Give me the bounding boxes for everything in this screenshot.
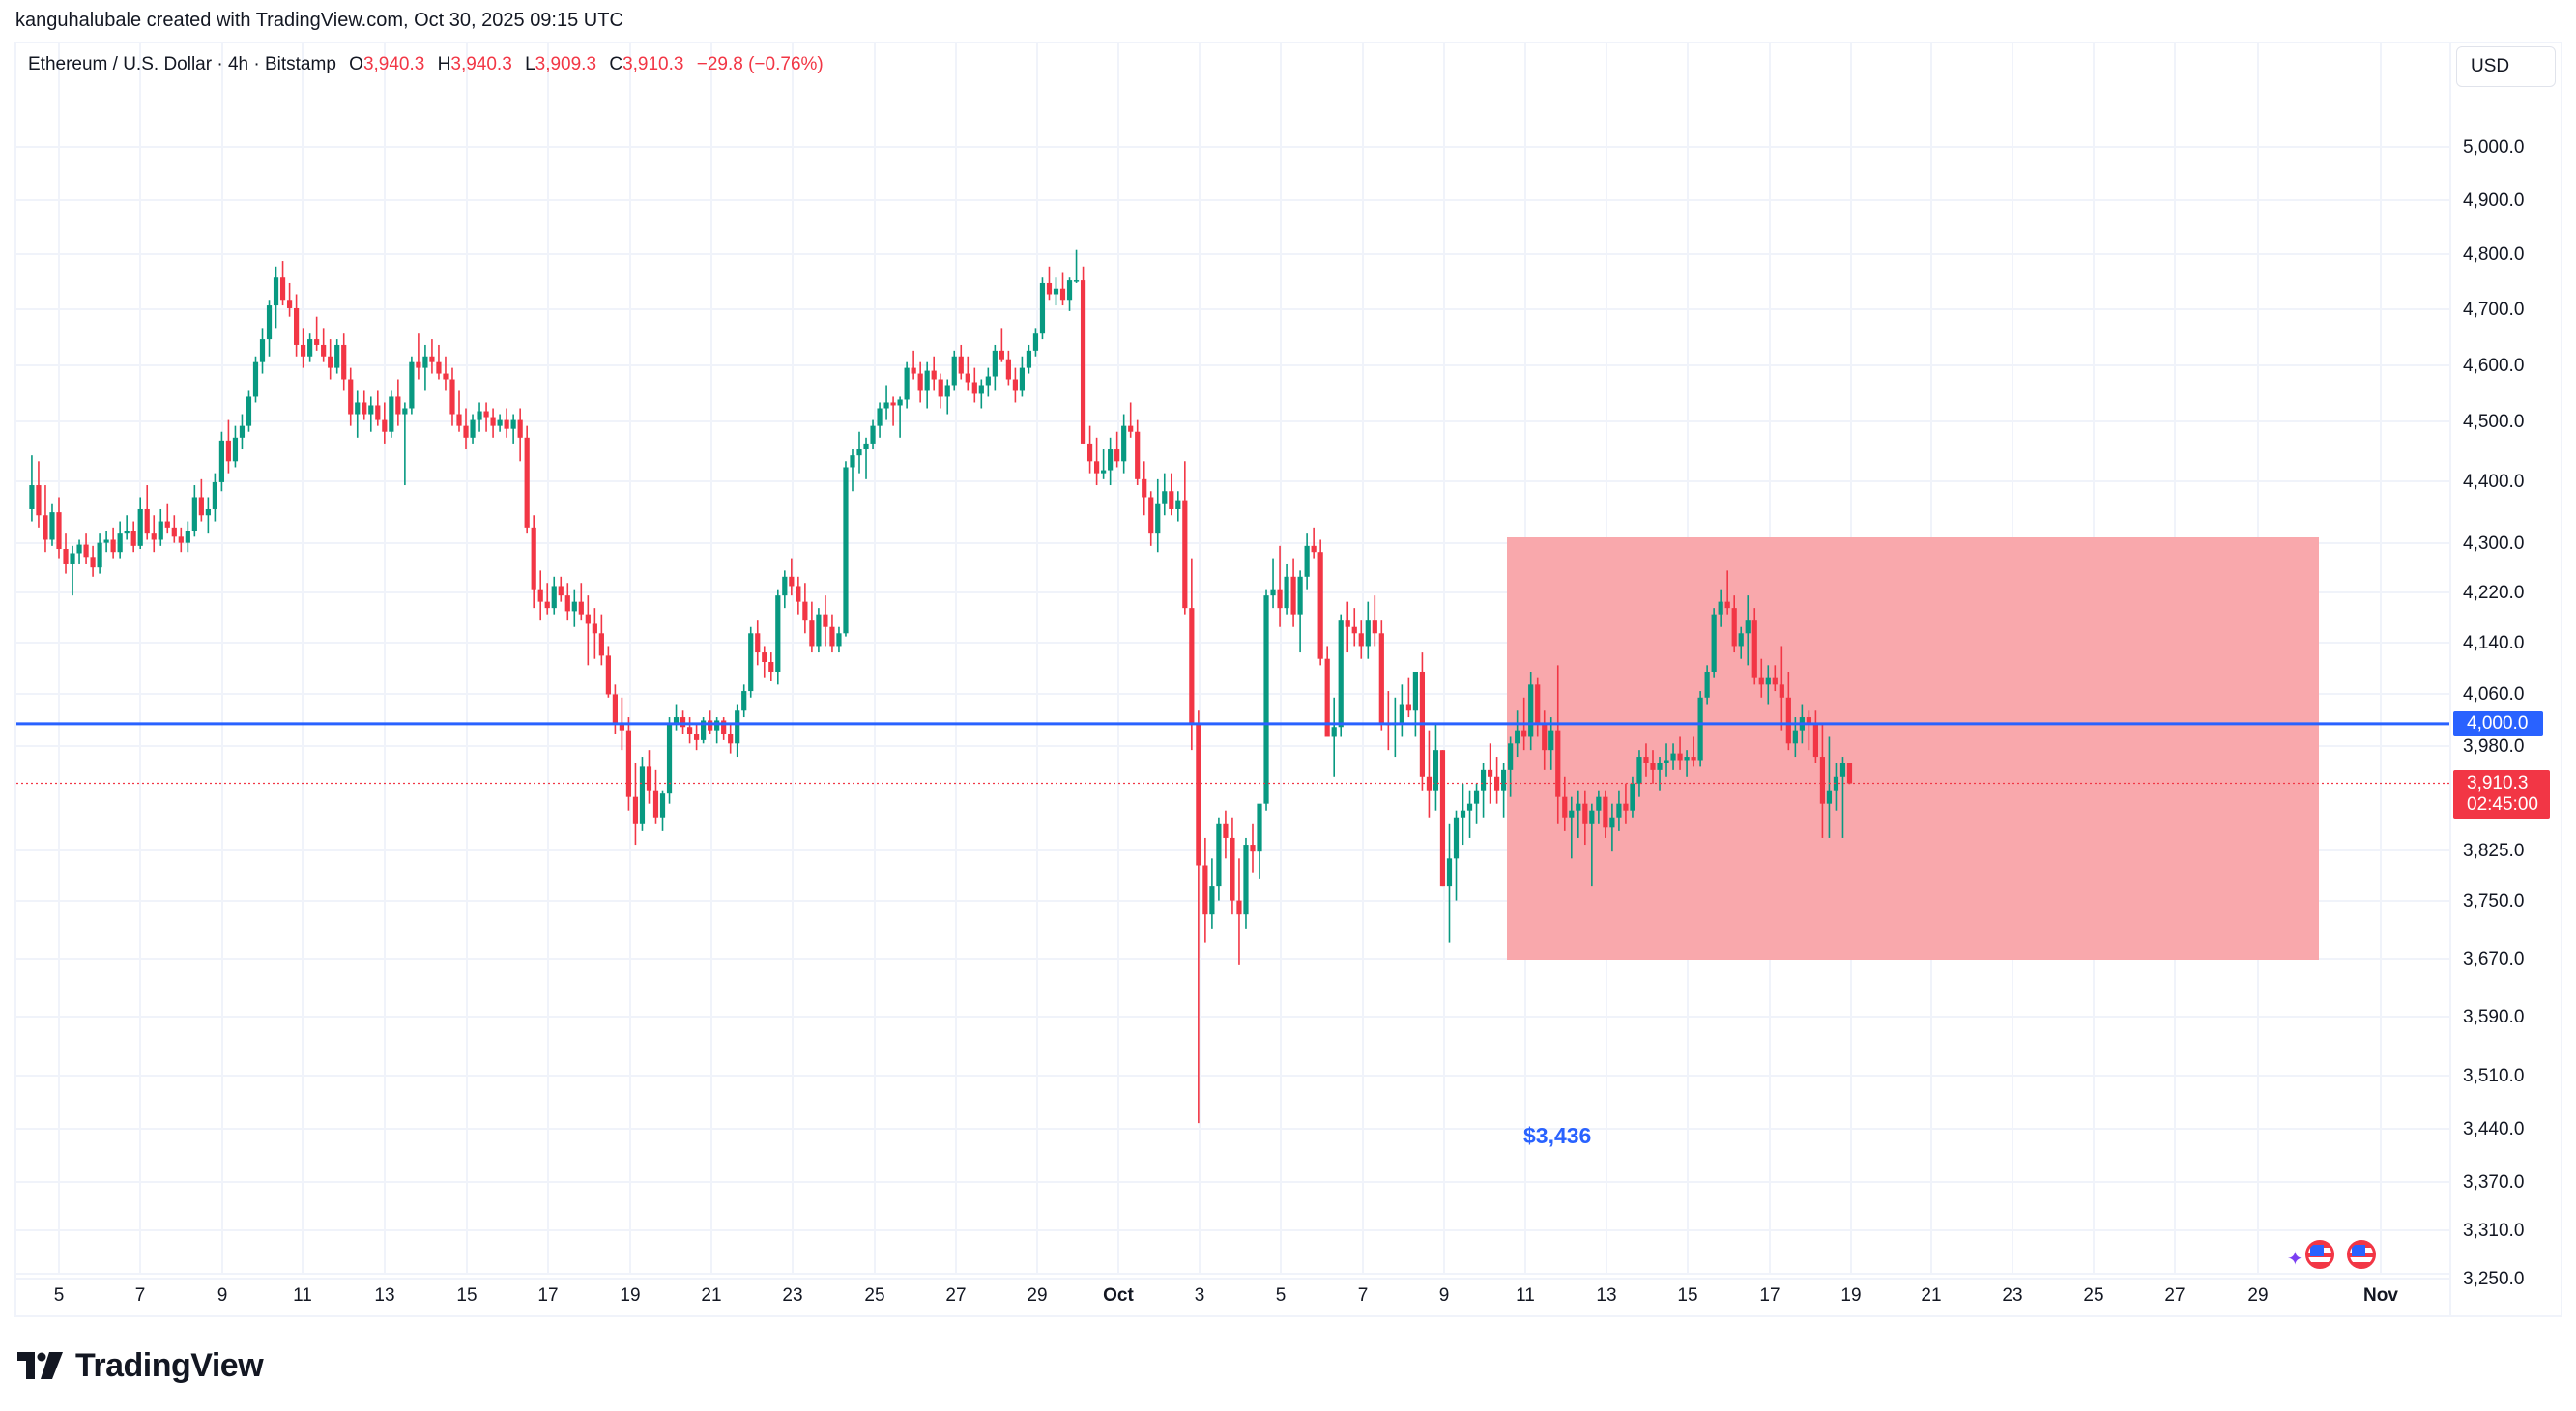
- time-axis-label: 9: [217, 1285, 228, 1306]
- open-value: 3,940.3: [362, 54, 425, 74]
- current-price-value: 3,910.3: [2467, 773, 2529, 793]
- price-axis-label: 3,250.0: [2463, 1269, 2525, 1289]
- tradingview-logo-icon: [17, 1352, 63, 1379]
- current-price-tag: 3,910.3 02:45:00: [2453, 770, 2550, 819]
- time-axis-label: 21: [1921, 1285, 1942, 1306]
- candlestick-series: [29, 249, 1853, 1124]
- price-axis-label: 4,220.0: [2463, 583, 2525, 603]
- close-label: C: [609, 54, 623, 74]
- low-price-annotation: $3,436: [1523, 1123, 1592, 1148]
- time-axis-label: 17: [1759, 1285, 1780, 1306]
- time-axis-label: 21: [701, 1285, 722, 1306]
- time-axis-label: 7: [134, 1285, 146, 1306]
- price-axis-label: 4,500.0: [2463, 412, 2525, 432]
- currency-button[interactable]: USD: [2456, 46, 2556, 87]
- time-axis-label: 13: [1596, 1285, 1617, 1306]
- range-box[interactable]: [1507, 537, 2319, 960]
- time-axis-label: 3: [1194, 1285, 1205, 1306]
- price-axis-label: 4,700.0: [2463, 300, 2525, 320]
- price-axis-label: 3,370.0: [2463, 1172, 2525, 1193]
- price-axis-label: 3,440.0: [2463, 1119, 2525, 1139]
- time-axis-label: Oct: [1103, 1285, 1134, 1306]
- sparkle-icon[interactable]: ✦: [2287, 1249, 2303, 1270]
- symbol-name: Ethereum / U.S. Dollar · 4h · Bitstamp: [28, 54, 336, 74]
- attribution-text: kanguhalubale created with TradingView.c…: [15, 10, 623, 31]
- price-axis-label: 4,300.0: [2463, 533, 2525, 554]
- symbol-legend: Ethereum / U.S. Dollar · 4h · Bitstamp O…: [28, 54, 824, 75]
- time-axis-label: 5: [53, 1285, 65, 1306]
- tradingview-logo[interactable]: TradingView: [17, 1346, 264, 1385]
- chart-frame: [14, 42, 2562, 1317]
- price-axis-label: 4,400.0: [2463, 472, 2525, 492]
- time-axis-label: 29: [2247, 1285, 2269, 1306]
- time-axis-label: 7: [1357, 1285, 1369, 1306]
- time-axis-label: 5: [1275, 1285, 1287, 1306]
- price-axis-label: 3,670.0: [2463, 949, 2525, 969]
- time-axis-label: 15: [456, 1285, 478, 1306]
- price-axis-label: 3,590.0: [2463, 1007, 2525, 1027]
- time-axis-label: 19: [620, 1285, 641, 1306]
- us-flag-event-icon[interactable]: [2305, 1240, 2334, 1269]
- price-axis-label: 3,980.0: [2463, 736, 2525, 757]
- time-axis-label: Nov: [2363, 1285, 2398, 1306]
- time-axis-label: 25: [2083, 1285, 2104, 1306]
- close-value: 3,910.3: [622, 54, 684, 74]
- time-axis-label: 17: [537, 1285, 559, 1306]
- change-value: −29.8 (−0.76%): [696, 54, 824, 74]
- price-axis-label: 4,600.0: [2463, 356, 2525, 376]
- tradingview-logo-text: TradingView: [75, 1346, 264, 1384]
- low-value: 3,909.3: [535, 54, 597, 74]
- us-flag-event-icon[interactable]: [2347, 1240, 2376, 1269]
- low-label: L: [525, 54, 535, 74]
- price-axis-label: 3,825.0: [2463, 841, 2525, 861]
- price-axis-label: 3,750.0: [2463, 891, 2525, 911]
- time-axis-label: 29: [1027, 1285, 1048, 1306]
- time-axis-label: 11: [293, 1285, 312, 1306]
- time-axis-label: 27: [945, 1285, 967, 1306]
- time-axis-label: 27: [2164, 1285, 2185, 1306]
- price-axis-label: 3,510.0: [2463, 1066, 2525, 1086]
- time-axis-label: 15: [1677, 1285, 1698, 1306]
- level-price-tag: 4,000.0: [2453, 711, 2543, 736]
- high-label: H: [437, 54, 451, 74]
- high-value: 3,940.3: [450, 54, 512, 74]
- time-axis-label: 19: [1840, 1285, 1862, 1306]
- open-label: O: [349, 54, 363, 74]
- time-axis-label: 11: [1516, 1285, 1535, 1306]
- time-axis-label: 13: [374, 1285, 395, 1306]
- price-axis-label: 4,900.0: [2463, 190, 2525, 211]
- price-axis-label: 4,140.0: [2463, 633, 2525, 653]
- time-axis-label: 25: [864, 1285, 885, 1306]
- countdown-timer: 02:45:00: [2467, 794, 2538, 815]
- time-axis-label: 23: [782, 1285, 803, 1306]
- time-axis-label: 23: [2002, 1285, 2023, 1306]
- price-axis-label: 5,000.0: [2463, 137, 2525, 158]
- price-axis-label: 4,060.0: [2463, 684, 2525, 705]
- price-axis-label: 4,800.0: [2463, 245, 2525, 265]
- price-axis-label: 3,310.0: [2463, 1221, 2525, 1241]
- time-axis-label: 9: [1438, 1285, 1450, 1306]
